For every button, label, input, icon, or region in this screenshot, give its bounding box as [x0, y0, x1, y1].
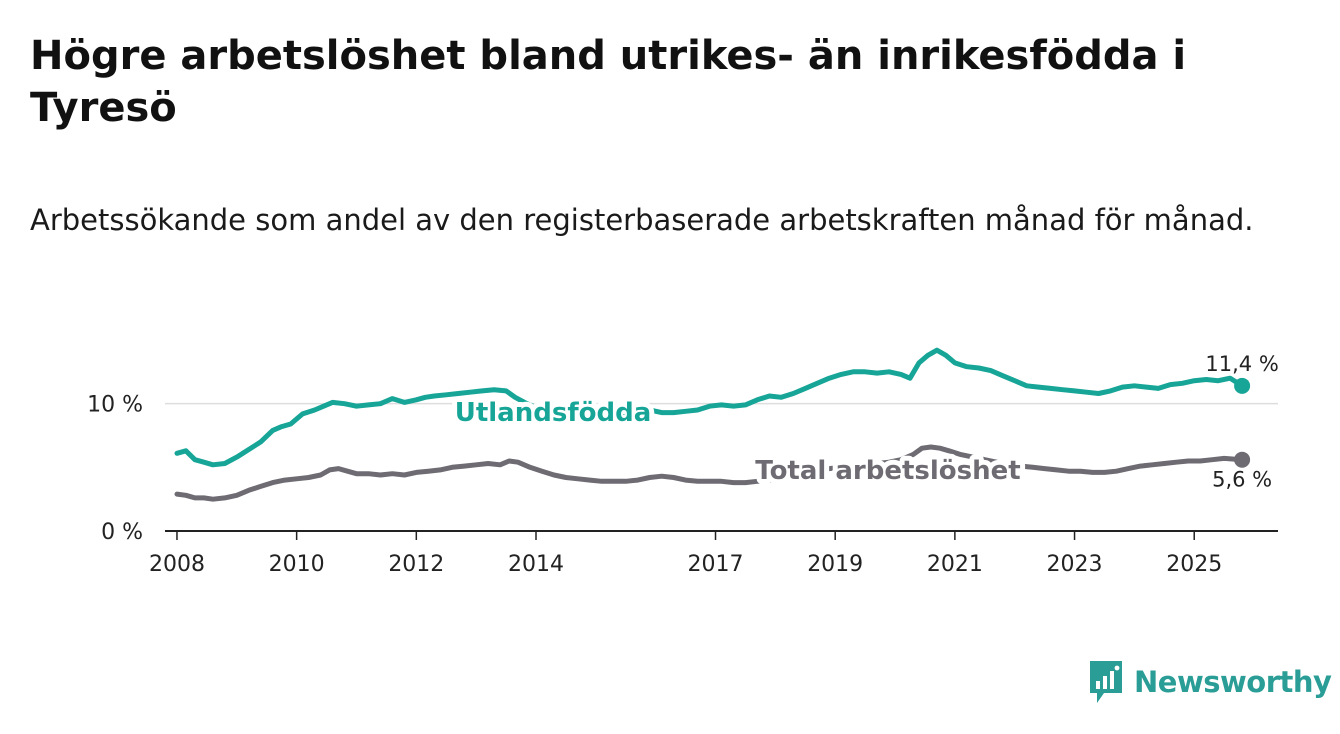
chart-title: Högre arbetslöshet bland utrikes- än inr… [30, 33, 1187, 131]
x-tick-label: 2021 [927, 552, 983, 577]
end-value-total-arbetsloshet: 5,6 % [1212, 468, 1272, 492]
y-tick-label: 0 % [101, 520, 143, 545]
end-point-total-arbetsloshet [1234, 451, 1251, 468]
x-tick-label: 2019 [807, 552, 863, 577]
series-label-halo: Utlandsfödda [455, 398, 652, 428]
x-tick-label: 2010 [269, 552, 325, 577]
series-label-halo: Total arbetslöshet [755, 456, 1020, 486]
end-point-utlandsfodda [1234, 377, 1251, 394]
chart-subtitle: Arbetssökande som andel av den registerb… [30, 203, 1254, 237]
x-tick-label: 2012 [388, 552, 444, 577]
newsworthy-brand[interactable]: Newsworthy [1088, 658, 1332, 706]
end-value-utlandsfodda: 11,4 % [1205, 352, 1278, 376]
brand-name: Newsworthy [1134, 665, 1332, 699]
x-tick-label: 2017 [688, 552, 744, 577]
series-label-utlandsfodda: Utlandsfödda [455, 398, 652, 428]
series-line-total-arbetsloshet [174, 444, 1245, 502]
series-line-utlandsfodda [174, 347, 1245, 468]
y-tick-label: 10 % [87, 393, 143, 418]
x-tick-label: 2023 [1047, 552, 1103, 577]
x-tick-label: 2008 [149, 552, 205, 577]
x-tick-label: 2025 [1166, 552, 1222, 577]
series-label-total-arbetsloshet: Total arbetslöshet [755, 456, 1020, 486]
x-tick-label: 2014 [508, 552, 564, 577]
newsworthy-logo-icon [1090, 661, 1122, 703]
